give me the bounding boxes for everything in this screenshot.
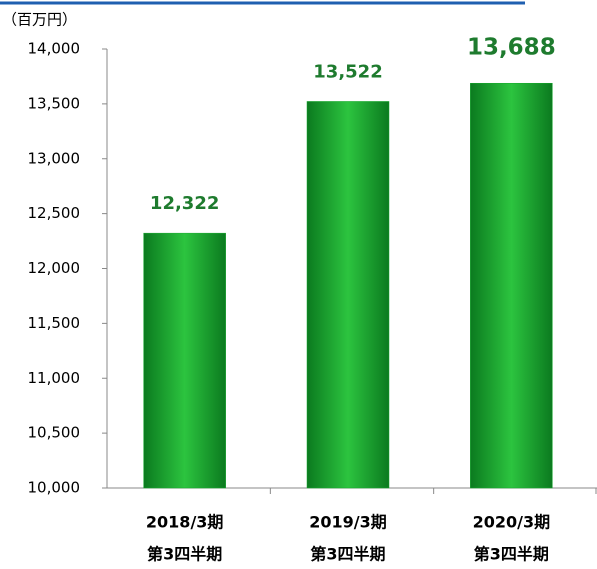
x-tick-sublabel: 第3四半期 (310, 545, 385, 564)
x-tick-label: 2019/3期 (309, 513, 387, 532)
y-tick-label: 14,000 (28, 40, 81, 58)
x-tick-sublabel: 第3四半期 (147, 545, 222, 564)
x-tick-label: 2018/3期 (146, 513, 224, 532)
y-tick-label: 12,000 (28, 259, 81, 277)
x-tick-sublabel: 第3四半期 (474, 545, 549, 564)
unit-label: （百万円） (2, 11, 77, 29)
x-tick-label: 2020/3期 (473, 513, 551, 532)
value-label: 13,688 (467, 35, 556, 61)
value-label: 13,522 (313, 61, 382, 82)
y-tick-label: 13,500 (28, 94, 81, 112)
bar (143, 232, 226, 489)
bar (470, 82, 553, 489)
y-tick-label: 12,500 (28, 204, 81, 222)
y-tick-label: 13,000 (28, 149, 81, 167)
bar (306, 101, 390, 489)
y-tick-label: 11,500 (28, 314, 81, 332)
y-tick-label: 10,000 (28, 479, 81, 497)
y-tick-label: 11,000 (28, 369, 81, 387)
value-label: 12,322 (150, 193, 219, 214)
y-tick-label: 10,500 (28, 424, 81, 442)
